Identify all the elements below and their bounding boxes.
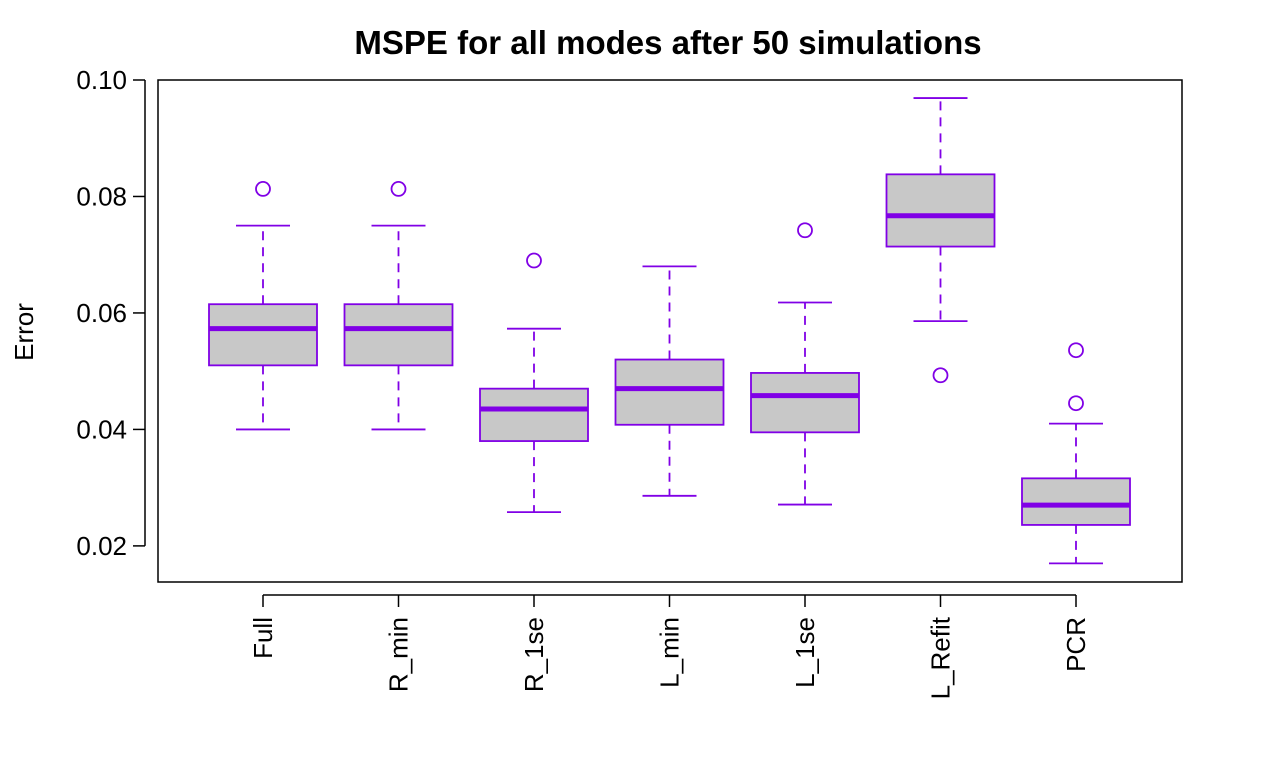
- outlier-point: [932, 367, 949, 384]
- iqr-box: [1021, 477, 1131, 526]
- iqr-box: [750, 372, 860, 434]
- iqr-box: [343, 303, 454, 367]
- y-axis: 0.02 0.04 0.06 0.08 0.10: [76, 65, 146, 561]
- outlier-point: [526, 252, 542, 269]
- x-tick-label: Full: [248, 617, 278, 659]
- box-L_min: [614, 265, 725, 497]
- x-axis: Full R_min R_1se L_min L_1se L_Refit PCR: [248, 594, 1091, 699]
- iqr-box: [614, 358, 725, 426]
- outlier-point: [1068, 395, 1084, 412]
- box-PCR: [1021, 342, 1131, 565]
- x-tick-label: L_1se: [790, 617, 820, 688]
- x-tick-label: L_min: [655, 617, 685, 688]
- x-tick-label: R_1se: [519, 617, 549, 692]
- box-L_1se: [750, 222, 860, 506]
- y-tick-label: 0.02: [76, 531, 127, 561]
- y-tick-label: 0.08: [76, 181, 127, 211]
- x-tick-label: R_min: [384, 617, 414, 692]
- box-Full: [208, 181, 318, 431]
- outlier-point: [390, 181, 407, 197]
- y-tick-label: 0.04: [76, 414, 127, 444]
- iqr-box: [885, 173, 996, 248]
- box-L_Refit: [885, 97, 996, 384]
- iqr-box: [479, 387, 589, 442]
- box-R_min: [343, 181, 454, 431]
- outlier-point: [255, 181, 271, 197]
- outlier-point: [1068, 342, 1084, 359]
- chart-title: MSPE for all modes after 50 simulations: [354, 24, 981, 61]
- x-tick-label: L_Refit: [926, 616, 956, 699]
- y-tick-label: 0.06: [76, 298, 127, 328]
- x-tick-label: PCR: [1061, 617, 1091, 672]
- y-tick-label: 0.10: [76, 65, 127, 95]
- plot-frame: [157, 79, 1183, 583]
- boxes-group: [208, 97, 1131, 565]
- box-R_1se: [479, 252, 589, 514]
- iqr-box: [208, 303, 318, 367]
- y-axis-label: Error: [9, 303, 39, 361]
- outlier-point: [797, 222, 813, 239]
